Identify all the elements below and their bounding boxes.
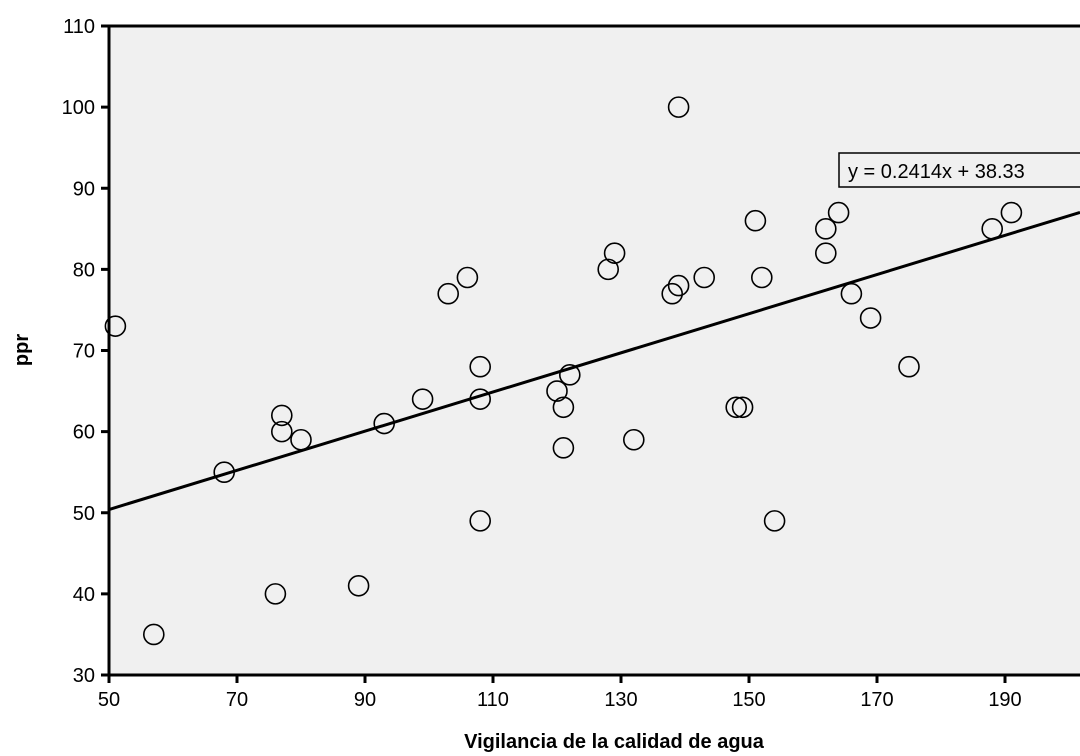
data-point bbox=[104, 315, 127, 337]
data-point bbox=[437, 282, 460, 305]
data-point bbox=[469, 510, 492, 532]
data-point bbox=[981, 218, 1004, 240]
y-tick-label: 40 bbox=[73, 584, 95, 606]
y-tick-label: 50 bbox=[73, 503, 95, 525]
y-tick-label: 80 bbox=[73, 259, 95, 281]
data-point bbox=[1000, 201, 1023, 224]
data-point bbox=[725, 396, 748, 419]
x-tick-label: 90 bbox=[354, 689, 376, 711]
x-tick-label: 130 bbox=[604, 689, 637, 711]
data-point bbox=[763, 510, 786, 532]
data-point bbox=[693, 266, 716, 289]
data-point bbox=[469, 388, 492, 410]
x-axis-title: Vigilancia de la calidad de agua bbox=[464, 731, 765, 753]
data-point bbox=[373, 412, 396, 435]
data-point bbox=[469, 355, 492, 378]
y-tick-label: 100 bbox=[62, 97, 95, 119]
data-point bbox=[667, 274, 690, 297]
data-point bbox=[546, 380, 568, 402]
trendline-equation: y = 0.2414x + 38.33 bbox=[838, 152, 1080, 188]
x-tick-label: 150 bbox=[732, 689, 765, 711]
data-point bbox=[552, 396, 575, 419]
y-tick-label: 90 bbox=[73, 178, 95, 200]
x-tick-label: 190 bbox=[988, 689, 1021, 711]
data-point bbox=[750, 266, 773, 289]
equation-label: y = 0.2414x + 38.33 bbox=[848, 161, 1025, 183]
data-point bbox=[814, 242, 837, 264]
data-point bbox=[859, 307, 882, 329]
y-axis-title: ppr bbox=[11, 334, 33, 366]
data-point bbox=[731, 396, 754, 419]
data-point bbox=[552, 437, 575, 459]
data-point bbox=[622, 428, 645, 451]
data-points bbox=[104, 96, 1023, 646]
tick-labels: 30 40 50 60 70 80 90 100 110 50 70 90 110 130 150 170 19… bbox=[62, 16, 1022, 711]
y-tick-label: 60 bbox=[73, 422, 95, 444]
x-tick-label: 50 bbox=[98, 689, 120, 711]
plot-area bbox=[109, 26, 1080, 675]
data-point bbox=[270, 404, 293, 427]
data-point bbox=[143, 623, 165, 646]
x-tick-label: 170 bbox=[860, 689, 893, 711]
data-point bbox=[558, 364, 581, 386]
data-point bbox=[270, 420, 293, 443]
data-point bbox=[603, 242, 626, 264]
x-tick-label: 110 bbox=[477, 689, 509, 711]
data-point bbox=[213, 461, 235, 483]
trendline-layer bbox=[108, 210, 1080, 511]
data-point bbox=[290, 428, 312, 451]
data-point bbox=[264, 583, 287, 605]
data-point bbox=[347, 574, 370, 597]
data-point bbox=[744, 209, 767, 232]
x-tick-label: 70 bbox=[226, 689, 248, 711]
y-tick-label: 30 bbox=[73, 665, 95, 687]
data-point bbox=[814, 218, 837, 240]
data-point bbox=[411, 388, 434, 410]
trendline bbox=[108, 210, 1080, 511]
data-point bbox=[667, 96, 690, 118]
data-point bbox=[898, 355, 920, 378]
data-point bbox=[840, 282, 863, 305]
equation-box bbox=[838, 152, 1080, 188]
data-point bbox=[597, 258, 620, 281]
y-tick-label: 110 bbox=[63, 16, 95, 38]
data-point bbox=[827, 201, 850, 224]
y-tick-label: 70 bbox=[73, 341, 95, 363]
data-point bbox=[456, 266, 479, 289]
data-point bbox=[661, 282, 684, 305]
